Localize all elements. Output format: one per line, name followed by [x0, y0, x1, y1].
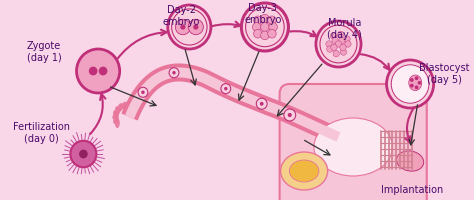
Text: Morula
(day 4): Morula (day 4) [327, 18, 362, 39]
Circle shape [391, 65, 429, 104]
Ellipse shape [113, 108, 122, 115]
Circle shape [76, 50, 120, 94]
Ellipse shape [281, 152, 328, 190]
Circle shape [79, 150, 88, 159]
Text: Implantation: Implantation [381, 184, 443, 194]
Circle shape [254, 17, 262, 25]
Circle shape [253, 24, 261, 32]
Polygon shape [125, 68, 340, 142]
Circle shape [175, 20, 191, 36]
Text: Day-2
embryo: Day-2 embryo [163, 5, 200, 26]
Circle shape [335, 42, 342, 48]
Circle shape [71, 141, 96, 167]
Circle shape [268, 30, 276, 39]
Ellipse shape [118, 104, 128, 109]
Circle shape [141, 91, 145, 95]
Circle shape [241, 4, 289, 52]
Circle shape [284, 109, 296, 121]
Circle shape [180, 25, 185, 30]
Circle shape [168, 6, 211, 50]
Circle shape [193, 25, 199, 30]
Circle shape [327, 47, 333, 53]
Ellipse shape [112, 111, 119, 119]
Ellipse shape [113, 115, 119, 124]
Circle shape [331, 45, 337, 51]
Text: Zygote
(day 1): Zygote (day 1) [27, 41, 62, 63]
Circle shape [254, 30, 262, 39]
Circle shape [221, 84, 231, 94]
FancyBboxPatch shape [280, 85, 427, 200]
Circle shape [330, 34, 337, 40]
Circle shape [224, 87, 228, 91]
Circle shape [268, 17, 276, 25]
Text: Day-3
embryo: Day-3 embryo [244, 3, 282, 24]
Polygon shape [121, 64, 342, 146]
Circle shape [386, 61, 434, 108]
Ellipse shape [115, 118, 120, 128]
Circle shape [415, 77, 419, 81]
Circle shape [415, 86, 419, 90]
Circle shape [340, 50, 346, 56]
Circle shape [316, 22, 361, 68]
Ellipse shape [314, 118, 392, 176]
Circle shape [288, 113, 292, 118]
Circle shape [410, 84, 414, 88]
Circle shape [410, 79, 414, 82]
Ellipse shape [123, 102, 132, 109]
Circle shape [261, 15, 269, 24]
Circle shape [344, 37, 350, 43]
Text: Blastocyst
(day 5): Blastocyst (day 5) [419, 63, 470, 84]
Ellipse shape [290, 160, 319, 182]
Ellipse shape [115, 106, 125, 111]
Circle shape [172, 72, 176, 75]
Circle shape [99, 67, 108, 76]
Circle shape [261, 24, 269, 32]
Circle shape [333, 51, 339, 58]
Circle shape [261, 32, 269, 41]
Ellipse shape [396, 151, 424, 171]
Circle shape [256, 99, 267, 110]
Ellipse shape [409, 76, 422, 91]
Circle shape [169, 68, 179, 78]
Circle shape [418, 81, 421, 85]
Text: Fertilization
(day 0): Fertilization (day 0) [13, 121, 70, 143]
Circle shape [332, 38, 338, 45]
Circle shape [260, 102, 264, 106]
Circle shape [326, 42, 332, 48]
Circle shape [138, 88, 148, 98]
Circle shape [269, 24, 277, 32]
Circle shape [339, 38, 345, 45]
Circle shape [340, 45, 346, 51]
Circle shape [188, 20, 203, 36]
Circle shape [89, 67, 98, 76]
Circle shape [337, 32, 344, 38]
Circle shape [345, 42, 351, 48]
